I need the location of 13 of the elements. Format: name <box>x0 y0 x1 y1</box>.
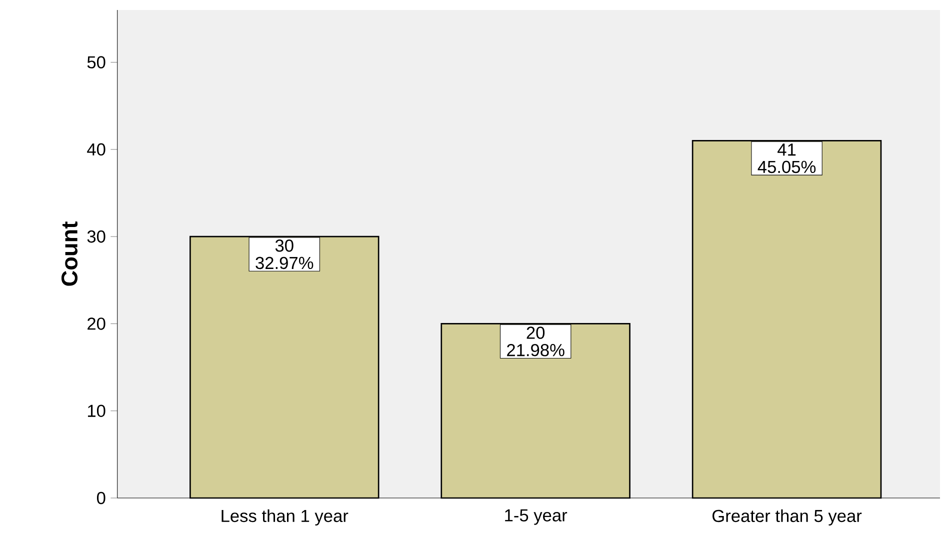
y-tick-label: 0 <box>96 492 106 504</box>
data-label: 30 32.97% <box>256 239 314 270</box>
y-tick-label: 20 <box>88 318 106 330</box>
y-axis-title: Count <box>61 222 78 286</box>
y-tick-label: 10 <box>88 404 106 417</box>
data-label: 20 21.98% <box>507 326 564 356</box>
y-tick-label: 50 <box>87 56 106 68</box>
y-tick-label: 40 <box>87 143 106 156</box>
x-tick-label: Less than 1 year <box>222 509 348 526</box>
y-tick-label: 30 <box>87 230 106 243</box>
x-tick-label: Greater than 5 year <box>712 509 862 526</box>
x-tick-label: 1-5 year <box>505 509 568 525</box>
data-label: 41 45.05% <box>758 144 816 174</box>
